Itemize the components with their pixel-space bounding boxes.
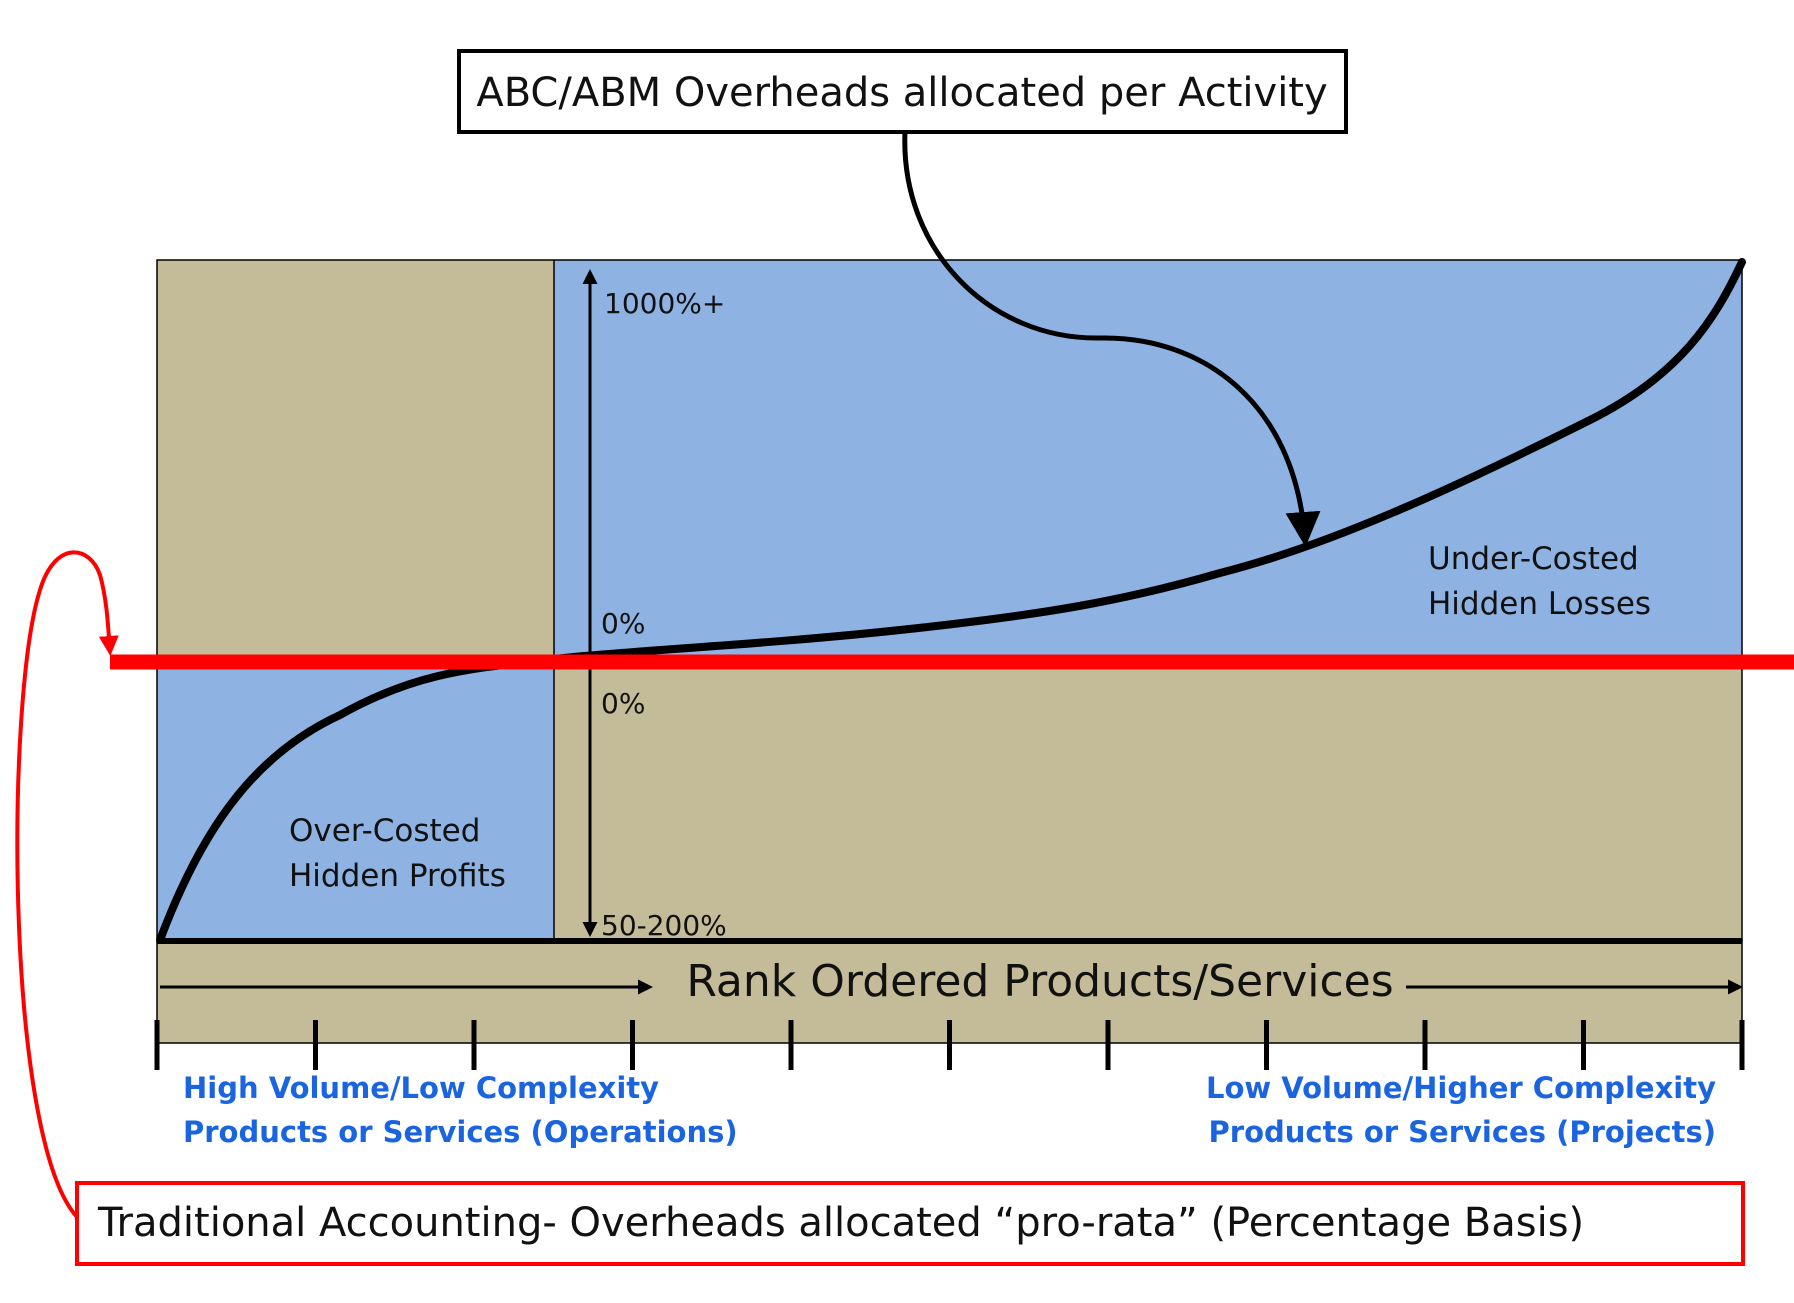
scale-bottom-label: 50-200% [601, 909, 727, 942]
bottom-callout-text: Traditional Accounting- Overheads alloca… [97, 1200, 1584, 1246]
right-caption-line1: Low Volume/Higher Complexity [1206, 1071, 1716, 1105]
axis-title: Rank Ordered Products/Services [686, 956, 1393, 1007]
cost-curve [156, 258, 1746, 944]
over-costed-line1: Over-Costed [289, 813, 480, 849]
under-costed-line1: Under-Costed [1428, 541, 1639, 577]
scale-zero-lower-label: 0% [601, 687, 645, 720]
over-costed-line2: Hidden Profits [289, 858, 506, 894]
top-callout-box [457, 49, 1348, 134]
left-caption-line1: High Volume/Low Complexity [183, 1071, 659, 1105]
left-caption-line2: Products or Services (Operations) [183, 1115, 738, 1149]
axis-ticks [154, 1020, 1745, 1070]
right-caption-line2: Products or Services (Projects) [1209, 1115, 1716, 1149]
abc-connector [902, 131, 1321, 547]
under-costed-line2: Hidden Losses [1428, 586, 1651, 622]
bottom-callout-box [75, 1181, 1745, 1266]
quadrant-bottom-right [554, 662, 1742, 940]
pro-rata-connector [15, 550, 119, 1222]
top-callout-text: ABC/ABM Overheads allocated per Activity [476, 70, 1327, 116]
quadrant-top-left [157, 260, 554, 662]
scale-top-label: 1000%+ [604, 287, 725, 320]
scale-zero-upper-label: 0% [601, 607, 645, 640]
